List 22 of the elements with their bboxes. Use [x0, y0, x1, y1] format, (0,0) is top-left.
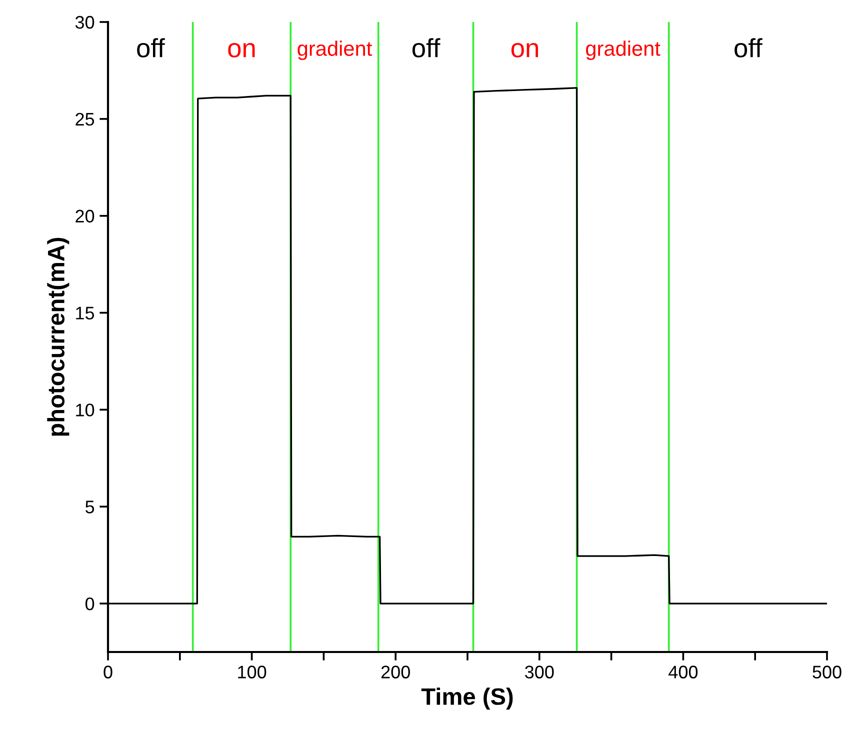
annotation: gradient: [298, 40, 372, 60]
annotation: on: [228, 42, 255, 58]
y-tick-label: 10: [76, 404, 94, 416]
y-tick-label: 0: [85, 597, 94, 610]
annotation: off: [412, 38, 440, 58]
x-tick-label: 500: [812, 666, 842, 678]
y-tick-label: 25: [76, 112, 94, 126]
x-tick-label: 0: [104, 666, 112, 678]
annotation: on: [511, 42, 538, 58]
y-axis-title: photocurrent(mA): [47, 238, 70, 436]
y-tick-label: 15: [76, 306, 94, 320]
annotation: gradient: [586, 40, 660, 60]
annotation: off: [137, 38, 165, 58]
x-tick-label: 100: [238, 666, 266, 678]
y-tick-label: 5: [85, 500, 94, 514]
y-tick-label: 20: [76, 210, 94, 223]
annotation: off: [734, 38, 762, 58]
x-tick-label: 200: [381, 666, 410, 678]
x-tick-label: 400: [668, 666, 698, 678]
y-tick-label: 30: [75, 16, 94, 29]
x-tick-label: 300: [525, 666, 554, 678]
x-axis-title: Time (S): [421, 688, 513, 710]
